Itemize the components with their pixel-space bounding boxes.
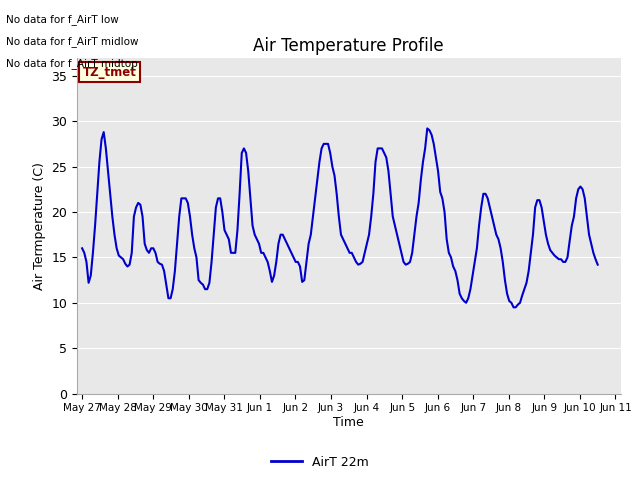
- Y-axis label: Air Termperature (C): Air Termperature (C): [33, 162, 45, 289]
- Text: No data for f_AirT low: No data for f_AirT low: [6, 14, 119, 25]
- Title: Air Temperature Profile: Air Temperature Profile: [253, 36, 444, 55]
- Legend: AirT 22m: AirT 22m: [266, 451, 374, 474]
- X-axis label: Time: Time: [333, 416, 364, 429]
- Text: No data for f_AirT midtop: No data for f_AirT midtop: [6, 58, 138, 69]
- Text: TZ_tmet: TZ_tmet: [83, 66, 137, 79]
- Text: No data for f_AirT midlow: No data for f_AirT midlow: [6, 36, 139, 47]
